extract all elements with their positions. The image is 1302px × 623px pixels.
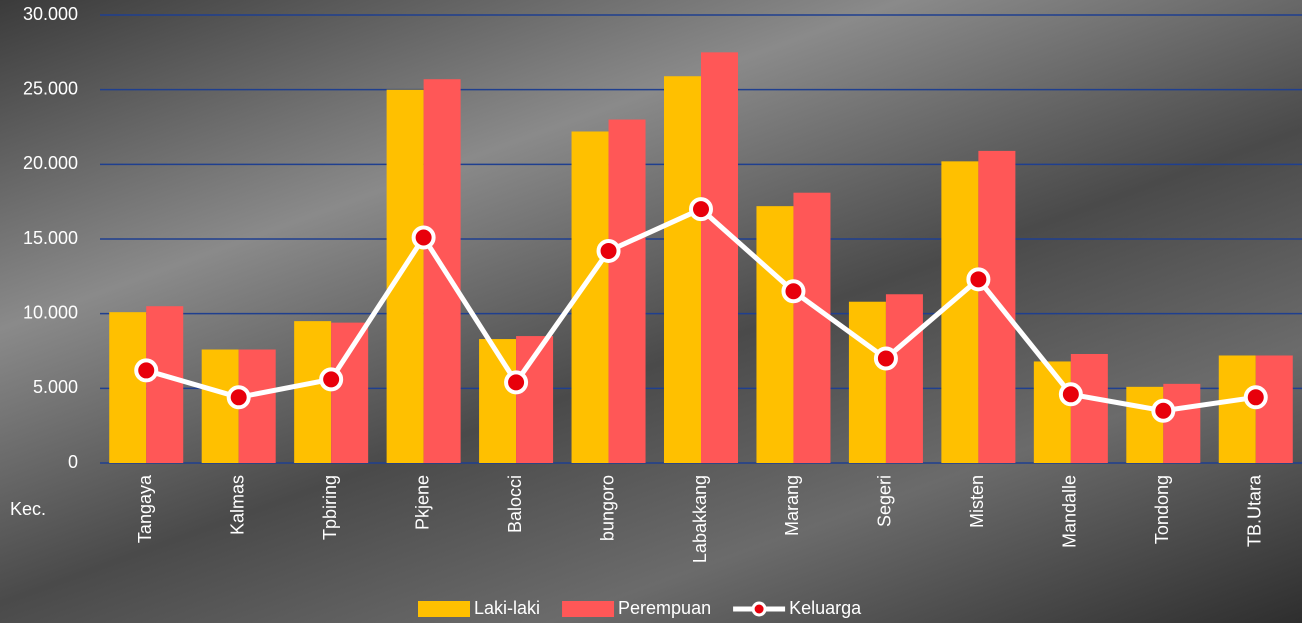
legend-label: Keluarga — [789, 598, 862, 618]
bar — [978, 150, 1016, 464]
y-tick-label: 0 — [68, 452, 78, 472]
line-marker — [134, 358, 159, 383]
bar — [109, 312, 147, 463]
y-tick-label: 5.000 — [33, 377, 78, 397]
line-marker — [966, 267, 991, 292]
x-tick-label: Tondong — [1152, 475, 1172, 544]
bar — [941, 161, 979, 463]
x-tick-label: Mandalle — [1060, 475, 1080, 548]
line-marker — [319, 367, 344, 392]
bar — [1126, 386, 1164, 463]
y-tick-label: 30.000 — [23, 4, 78, 24]
legend-label: Laki-laki — [474, 598, 540, 618]
bar — [608, 119, 646, 464]
bar — [664, 76, 701, 463]
bar — [1163, 383, 1201, 463]
y-tick-label: 25.000 — [23, 78, 78, 98]
x-tick-label: TB.Utara — [1245, 474, 1265, 547]
bar — [294, 321, 332, 463]
line-marker — [1243, 385, 1268, 410]
line-marker — [873, 346, 898, 371]
x-tick-label: Pkjene — [412, 475, 432, 530]
x-tick-label: Marang — [782, 475, 802, 536]
bar — [1070, 353, 1108, 463]
x-tick-label: Tangaya — [135, 474, 155, 543]
bar — [756, 206, 794, 463]
x-tick-label: Misten — [967, 475, 987, 528]
legend-swatch — [562, 601, 615, 617]
line-marker — [1058, 382, 1083, 407]
legend-swatch — [418, 601, 470, 617]
y-tick-label: 10.000 — [23, 302, 78, 322]
line-marker — [596, 238, 621, 263]
x-tick-label: Segeri — [875, 475, 895, 527]
line-marker — [1151, 398, 1176, 423]
x-tick-label: Balocci — [505, 475, 525, 533]
x-axis-label: Kec. — [10, 499, 46, 519]
bar — [793, 192, 831, 463]
x-tick-label: Kalmas — [227, 475, 247, 535]
y-tick-label: 15.000 — [23, 228, 78, 248]
legend-swatch — [751, 601, 767, 617]
x-tick-label: Labakkang — [690, 475, 710, 563]
bar — [885, 294, 923, 463]
bar — [1033, 361, 1071, 463]
line-marker — [781, 279, 806, 304]
bar — [848, 301, 886, 463]
line-marker — [689, 197, 713, 222]
legend-label: Perempuan — [618, 598, 711, 618]
bar — [479, 339, 517, 463]
y-tick-label: 20.000 — [23, 153, 78, 173]
bar — [701, 52, 738, 463]
line-marker — [504, 370, 529, 395]
bar — [1218, 355, 1256, 463]
x-tick-label: Tpbiring — [320, 475, 340, 540]
bar — [146, 306, 184, 463]
line-marker — [411, 225, 436, 250]
bar — [1255, 355, 1293, 463]
bar — [386, 89, 424, 464]
line-marker — [226, 385, 251, 410]
bar — [331, 322, 369, 463]
x-tick-label: bungoro — [597, 475, 617, 541]
